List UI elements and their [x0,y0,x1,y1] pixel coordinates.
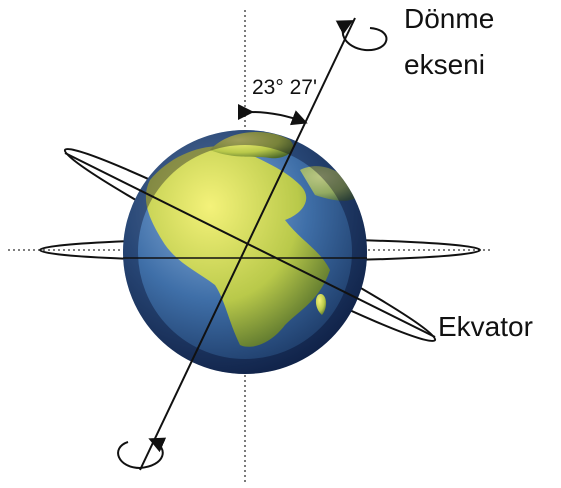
rotation-axis [139,17,356,471]
rotation-arrow-bottom [117,437,167,470]
tilt-angle-arrow [237,103,308,126]
axis-label: ekseni [404,49,485,80]
continents [123,130,367,374]
equator-label: Ekvator [438,311,533,342]
axis-label: Dönme [404,3,494,34]
rotation-arrow-top [335,20,388,52]
tilt-angle-label: 23° 27' [252,76,317,99]
equator-line [64,152,436,338]
